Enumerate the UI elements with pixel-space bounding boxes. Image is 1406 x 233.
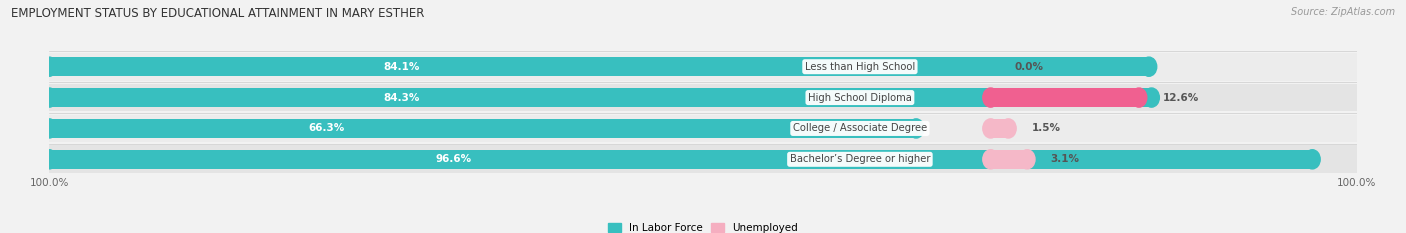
Ellipse shape [983, 119, 998, 138]
Ellipse shape [41, 57, 58, 76]
Ellipse shape [983, 88, 998, 107]
Text: EMPLOYMENT STATUS BY EDUCATIONAL ATTAINMENT IN MARY ESTHER: EMPLOYMENT STATUS BY EDUCATIONAL ATTAINM… [11, 7, 425, 20]
Text: 0.0%: 0.0% [1014, 62, 1043, 72]
Bar [991, 119, 1008, 138]
Bar [991, 150, 1028, 169]
Bar [49, 115, 1357, 142]
Bar [49, 53, 1357, 81]
Text: Less than High School: Less than High School [804, 62, 915, 72]
Text: 3.1%: 3.1% [1050, 154, 1080, 164]
Bar [49, 88, 1152, 107]
Ellipse shape [1130, 88, 1147, 107]
Text: 84.1%: 84.1% [382, 62, 419, 72]
Ellipse shape [1143, 88, 1160, 107]
Bar [49, 150, 1312, 169]
Text: 84.3%: 84.3% [384, 93, 420, 103]
Ellipse shape [41, 88, 58, 107]
Bar [49, 84, 1357, 111]
Text: Bachelor’s Degree or higher: Bachelor’s Degree or higher [790, 154, 931, 164]
Ellipse shape [1001, 119, 1017, 138]
Text: 1.5%: 1.5% [1032, 123, 1062, 134]
Ellipse shape [983, 150, 998, 169]
Ellipse shape [1305, 150, 1320, 169]
Text: Source: ZipAtlas.com: Source: ZipAtlas.com [1291, 7, 1395, 17]
Text: 12.6%: 12.6% [1163, 93, 1199, 103]
Legend: In Labor Force, Unemployed: In Labor Force, Unemployed [605, 219, 801, 233]
Bar [49, 57, 1149, 76]
Text: College / Associate Degree: College / Associate Degree [793, 123, 927, 134]
Ellipse shape [1142, 57, 1157, 76]
Bar [991, 88, 1139, 107]
Bar [49, 119, 917, 138]
Bar [49, 145, 1357, 173]
Ellipse shape [1019, 150, 1035, 169]
Ellipse shape [908, 119, 924, 138]
Text: 66.3%: 66.3% [308, 123, 344, 134]
Text: High School Diploma: High School Diploma [808, 93, 912, 103]
Text: 96.6%: 96.6% [436, 154, 471, 164]
Ellipse shape [41, 119, 58, 138]
Ellipse shape [41, 150, 58, 169]
